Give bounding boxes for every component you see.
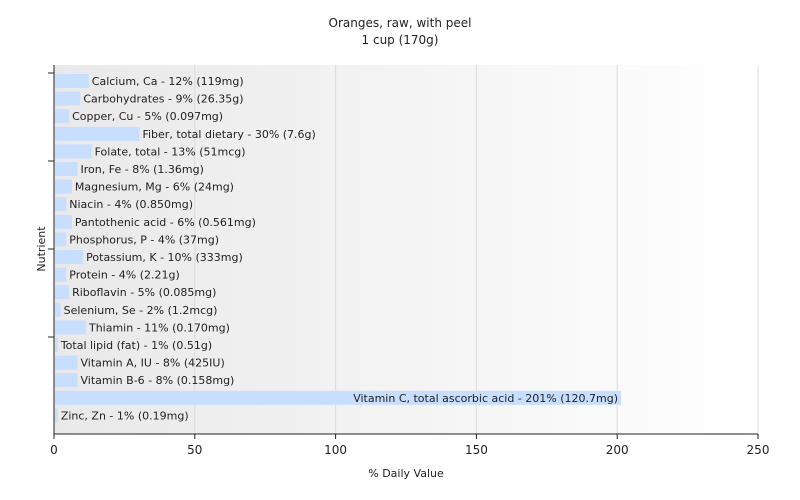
bar-label: Riboflavin - 5% (0.085mg) [72,286,216,299]
bar-label: Vitamin A, IU - 8% (425IU) [81,357,225,370]
grid-lines [194,65,759,434]
bar [55,197,67,212]
bar [55,179,72,194]
bar-label: Carbohydrates - 9% (26.35g) [83,93,243,106]
chart-subtitle: 1 cup (170g) [362,33,439,47]
bar [55,162,78,176]
bar-label: Thiamin - 11% (0.170mg) [88,321,230,334]
bar [55,320,86,335]
bar-label: Selenium, Se - 2% (1.2mcg) [64,304,218,317]
bar [55,109,70,124]
bar-label: Total lipid (fat) - 1% (0.51g) [60,339,212,352]
x-tick-label: 50 [187,443,202,457]
plot-background [54,65,758,434]
bar-label: Magnesium, Mg - 6% (24mg) [75,181,234,194]
x-tick-label: 0 [50,443,58,457]
bar-label: Niacin - 4% (0.850mg) [69,198,193,211]
bar [55,285,70,300]
bar [55,302,61,317]
chart-title: Oranges, raw, with peel [329,16,472,30]
bar-label: Protein - 4% (2.21g) [69,269,180,282]
bar [55,91,81,106]
bar-label: Vitamin C, total ascorbic acid - 201% (1… [353,392,618,405]
y-axis-title: Nutrient [35,226,48,272]
y-ticks [48,72,54,338]
x-tick-label: 250 [747,443,770,457]
bar-label: Phosphorus, P - 4% (37mg) [69,233,219,246]
bars: Calcium, Ca - 12% (119mg) Carbohydrates -… [55,74,622,423]
bar [55,214,72,229]
bar [55,408,58,423]
bar-label: Pantothenic acid - 6% (0.561mg) [75,216,256,229]
bar-label: Zinc, Zn - 1% (0.19mg) [61,409,189,422]
bar [55,126,140,141]
bar [55,267,67,282]
bar-label: Calcium, Ca - 12% (119mg) [92,75,244,88]
x-ticks: 0 50 100 150 200 250 [50,434,769,457]
bar-label: Folate, total - 13% (51mcg) [95,145,246,158]
bar [55,338,58,352]
bar-label: Vitamin B-6 - 8% (0.158mg) [81,374,235,387]
bar [55,355,78,370]
bar-label: Fiber, total dietary - 30% (7.6g) [142,128,315,141]
x-tick-label: 100 [324,443,347,457]
bar [55,390,622,405]
bar [55,250,84,264]
x-axis-title: % Daily Value [368,467,444,480]
bar [55,232,67,247]
x-tick-label: 150 [465,443,488,457]
x-tick-label: 200 [606,443,629,457]
bar [55,144,92,159]
bar-label: Potassium, K - 10% (333mg) [86,251,243,264]
bar [55,74,89,88]
bar [55,373,78,388]
bar-label: Iron, Fe - 8% (1.36mg) [81,163,204,176]
bar-label: Copper, Cu - 5% (0.097mg) [72,110,223,123]
